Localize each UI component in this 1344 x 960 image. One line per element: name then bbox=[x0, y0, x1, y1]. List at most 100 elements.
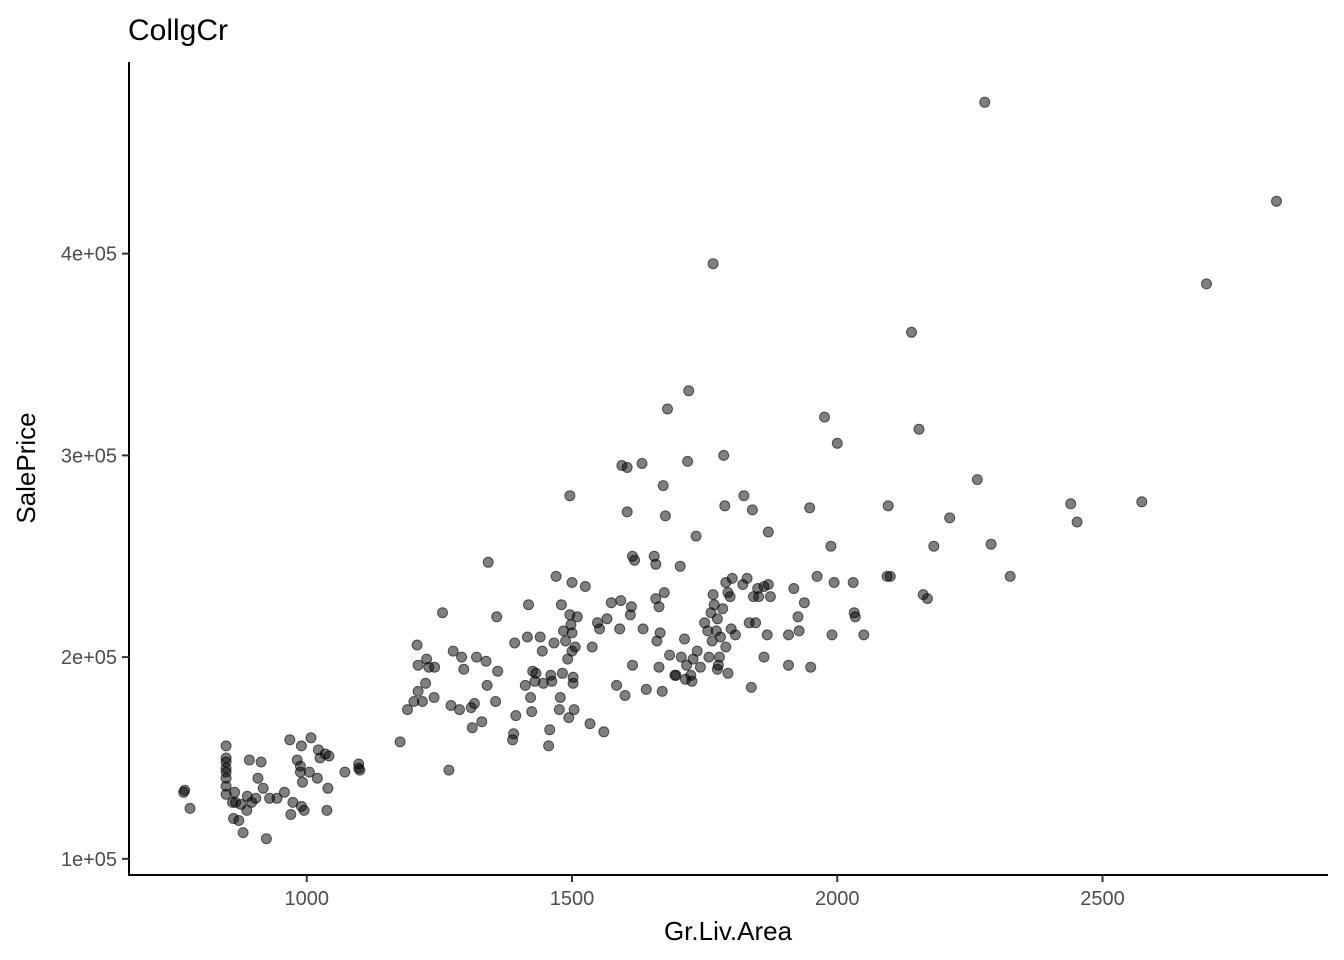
data-point bbox=[621, 462, 633, 473]
data-point bbox=[819, 411, 830, 423]
data-point bbox=[543, 740, 555, 752]
data-point bbox=[849, 611, 861, 623]
data-point bbox=[726, 572, 738, 584]
data-point bbox=[564, 490, 576, 502]
data-point bbox=[521, 631, 533, 643]
data-point bbox=[555, 599, 567, 611]
data-point bbox=[675, 651, 687, 663]
data-point bbox=[550, 570, 562, 582]
data-point bbox=[601, 613, 613, 625]
data-point bbox=[621, 506, 633, 518]
data-point bbox=[523, 599, 534, 611]
data-point bbox=[619, 690, 631, 701]
data-point bbox=[719, 500, 731, 512]
data-point bbox=[297, 776, 308, 788]
data-point bbox=[250, 792, 262, 804]
data-point bbox=[237, 827, 249, 839]
data-point bbox=[658, 587, 670, 599]
chart-title: CollgCr bbox=[128, 14, 228, 47]
data-point bbox=[847, 577, 859, 588]
data-point bbox=[220, 740, 232, 752]
y-tick-label: 3e+05 bbox=[61, 445, 117, 467]
data-point bbox=[437, 607, 448, 619]
data-point bbox=[683, 385, 695, 397]
data-point bbox=[447, 645, 459, 657]
data-point bbox=[662, 403, 673, 415]
data-point bbox=[466, 722, 478, 734]
x-axis-title: Gr.Liv.Area bbox=[664, 916, 793, 946]
data-point bbox=[554, 692, 566, 703]
data-point bbox=[481, 679, 493, 691]
data-point bbox=[764, 591, 776, 603]
data-point bbox=[429, 661, 441, 673]
data-point bbox=[1201, 278, 1212, 290]
data-point bbox=[476, 716, 488, 728]
data-point bbox=[321, 804, 333, 816]
data-point bbox=[674, 560, 686, 572]
data-point bbox=[284, 734, 296, 746]
data-point bbox=[530, 667, 542, 679]
data-point bbox=[746, 504, 758, 516]
data-point bbox=[553, 704, 565, 716]
data-point bbox=[762, 579, 774, 590]
data-point bbox=[305, 732, 317, 744]
data-point bbox=[605, 597, 617, 609]
data-point bbox=[625, 601, 637, 613]
data-points bbox=[178, 96, 1282, 845]
data-point bbox=[241, 804, 253, 816]
x-tick-label: 1000 bbox=[284, 888, 329, 910]
data-point bbox=[707, 258, 719, 270]
data-point bbox=[627, 659, 638, 671]
data-point bbox=[985, 538, 997, 550]
data-point bbox=[928, 540, 940, 552]
data-point bbox=[707, 589, 719, 601]
data-point bbox=[921, 593, 933, 605]
data-point bbox=[629, 554, 641, 566]
data-point bbox=[659, 510, 671, 522]
data-point bbox=[750, 617, 762, 629]
data-point bbox=[741, 572, 753, 584]
data-point bbox=[339, 766, 351, 778]
data-point bbox=[682, 455, 694, 467]
data-point bbox=[1004, 570, 1016, 582]
data-point bbox=[913, 423, 925, 435]
data-point bbox=[295, 740, 307, 752]
data-point bbox=[491, 611, 503, 623]
data-point bbox=[568, 704, 580, 716]
data-point bbox=[718, 449, 730, 461]
data-point bbox=[471, 651, 482, 663]
data-point bbox=[534, 631, 546, 643]
data-point bbox=[260, 833, 272, 845]
data-point bbox=[490, 696, 502, 707]
data-point bbox=[323, 750, 335, 762]
data-point bbox=[566, 627, 578, 639]
data-point bbox=[858, 629, 870, 641]
data-point bbox=[653, 661, 665, 673]
data-point bbox=[468, 698, 480, 709]
data-point bbox=[598, 726, 610, 738]
data-point bbox=[560, 635, 572, 647]
x-tick-label: 2500 bbox=[1080, 888, 1125, 910]
data-point bbox=[826, 629, 838, 641]
data-point bbox=[303, 766, 315, 778]
data-point bbox=[179, 784, 191, 796]
data-point bbox=[654, 627, 666, 639]
data-point bbox=[546, 675, 558, 687]
data-point bbox=[690, 530, 702, 542]
data-point bbox=[762, 526, 774, 538]
data-point bbox=[664, 649, 676, 661]
data-point bbox=[571, 611, 583, 623]
data-point bbox=[653, 601, 665, 613]
data-point bbox=[255, 756, 267, 768]
data-point bbox=[792, 611, 804, 623]
data-point bbox=[525, 692, 537, 703]
data-point bbox=[805, 661, 817, 673]
data-point bbox=[691, 645, 703, 657]
data-point bbox=[637, 623, 649, 635]
data-point bbox=[793, 625, 805, 637]
data-point bbox=[257, 782, 269, 794]
data-point bbox=[412, 685, 424, 697]
x-tick-label: 1500 bbox=[550, 888, 595, 910]
data-point bbox=[544, 724, 556, 736]
data-point bbox=[536, 645, 548, 657]
